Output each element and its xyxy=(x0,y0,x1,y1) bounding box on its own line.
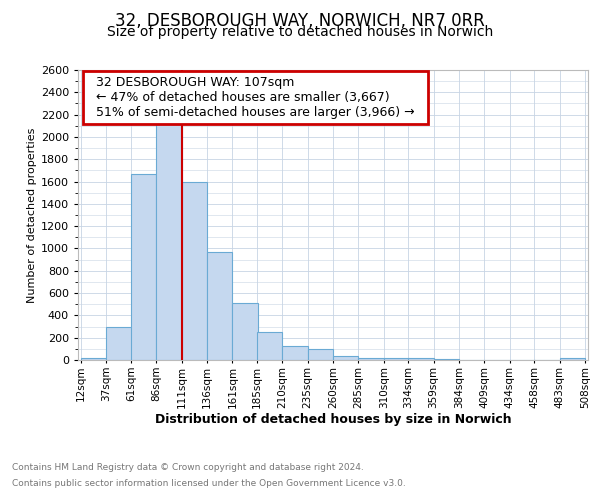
Text: Contains public sector information licensed under the Open Government Licence v3: Contains public sector information licen… xyxy=(12,479,406,488)
Bar xyxy=(282,346,308,360)
Bar xyxy=(384,358,409,360)
Bar xyxy=(106,327,132,360)
Bar xyxy=(131,174,156,360)
Text: Size of property relative to detached houses in Norwich: Size of property relative to detached ho… xyxy=(107,25,493,39)
Bar xyxy=(333,356,358,360)
Text: Distribution of detached houses by size in Norwich: Distribution of detached houses by size … xyxy=(155,412,511,426)
Text: 32 DESBOROUGH WAY: 107sqm  
  ← 47% of detached houses are smaller (3,667)  
  5: 32 DESBOROUGH WAY: 107sqm ← 47% of detac… xyxy=(88,76,423,119)
Bar xyxy=(182,182,207,360)
Y-axis label: Number of detached properties: Number of detached properties xyxy=(26,128,37,302)
Bar xyxy=(560,358,585,360)
Bar xyxy=(156,120,182,360)
Bar xyxy=(257,332,282,360)
Text: 32, DESBOROUGH WAY, NORWICH, NR7 0RR: 32, DESBOROUGH WAY, NORWICH, NR7 0RR xyxy=(115,12,485,30)
Bar xyxy=(358,358,384,360)
Text: Contains HM Land Registry data © Crown copyright and database right 2024.: Contains HM Land Registry data © Crown c… xyxy=(12,462,364,471)
Bar xyxy=(434,359,459,360)
Bar xyxy=(207,252,232,360)
Bar xyxy=(308,350,333,360)
Bar xyxy=(81,358,106,360)
Bar xyxy=(232,303,258,360)
Bar xyxy=(408,358,434,360)
